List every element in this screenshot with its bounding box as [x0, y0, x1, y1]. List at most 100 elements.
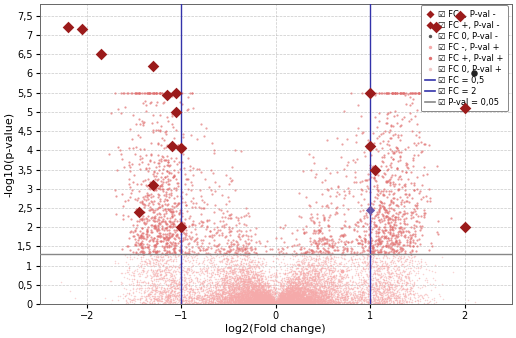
- Point: [367, 263, 375, 268]
- Point: [137, 295, 145, 300]
- Point: [284, 299, 292, 304]
- Point: [172, 93, 180, 99]
- Point: [236, 291, 244, 297]
- Point: [246, 296, 254, 302]
- Point: [268, 298, 276, 304]
- Point: [297, 270, 305, 276]
- Point: [300, 295, 308, 300]
- Point: [260, 298, 268, 303]
- Point: [249, 282, 257, 287]
- Point: [223, 262, 232, 267]
- Point: [210, 220, 218, 225]
- Point: [160, 273, 169, 278]
- Point: [313, 282, 321, 287]
- Point: [181, 276, 189, 281]
- Point: [299, 281, 307, 286]
- Point: [288, 251, 296, 257]
- Point: [214, 293, 222, 299]
- Point: [389, 299, 397, 305]
- Point: [215, 266, 223, 271]
- Point: [200, 297, 208, 302]
- Point: [406, 266, 414, 271]
- Point: [233, 283, 241, 288]
- Point: [242, 285, 250, 290]
- Point: [230, 294, 238, 300]
- Point: [374, 229, 382, 235]
- Point: [251, 297, 260, 303]
- Point: [280, 301, 288, 306]
- Point: [292, 297, 300, 303]
- Point: [237, 295, 245, 300]
- Point: [251, 299, 260, 305]
- Point: [164, 265, 172, 271]
- Point: [270, 300, 278, 306]
- Point: [226, 297, 234, 302]
- Point: [392, 262, 400, 268]
- Point: [142, 232, 150, 237]
- Point: [266, 301, 274, 307]
- Point: [263, 298, 271, 304]
- Point: [307, 301, 315, 306]
- Point: [211, 281, 219, 286]
- Point: [241, 277, 250, 282]
- Point: [283, 295, 291, 300]
- Point: [326, 279, 334, 284]
- Point: [278, 291, 286, 296]
- Point: [135, 273, 143, 278]
- Point: [272, 301, 280, 307]
- Point: [298, 299, 306, 305]
- Point: [214, 301, 222, 307]
- Point: [154, 276, 162, 282]
- Point: [302, 285, 311, 291]
- Point: [224, 296, 232, 302]
- Point: [248, 299, 256, 305]
- Point: [255, 272, 263, 277]
- Point: [281, 296, 289, 302]
- Point: [292, 292, 300, 297]
- Point: [246, 275, 254, 281]
- Point: [351, 272, 359, 277]
- Point: [128, 162, 136, 167]
- Point: [261, 298, 269, 303]
- Point: [293, 298, 301, 304]
- Point: [267, 273, 275, 278]
- Point: [231, 282, 239, 287]
- Point: [277, 297, 285, 302]
- Point: [174, 281, 183, 286]
- Point: [238, 265, 246, 270]
- Point: [326, 273, 334, 279]
- Point: [298, 289, 307, 294]
- Point: [271, 301, 279, 306]
- Point: [142, 90, 151, 95]
- Point: [249, 296, 257, 301]
- Point: [281, 295, 289, 301]
- Point: [300, 296, 309, 301]
- Point: [256, 295, 264, 300]
- Point: [144, 176, 152, 182]
- Point: [247, 291, 255, 297]
- Point: [383, 265, 391, 271]
- Point: [357, 281, 365, 286]
- Point: [376, 191, 384, 196]
- Point: [244, 297, 252, 302]
- Point: [271, 301, 279, 307]
- Point: [363, 281, 371, 286]
- Point: [311, 298, 319, 304]
- Point: [386, 219, 395, 224]
- Point: [390, 279, 398, 285]
- Point: [250, 289, 259, 295]
- Point: [297, 301, 305, 306]
- Point: [126, 296, 134, 301]
- Point: [241, 299, 249, 305]
- Point: [352, 293, 361, 298]
- Point: [222, 289, 230, 294]
- Point: [234, 293, 243, 298]
- Point: [276, 298, 284, 304]
- Point: [287, 299, 295, 304]
- Point: [265, 300, 273, 306]
- Point: [261, 299, 269, 304]
- Point: [302, 297, 310, 303]
- Point: [283, 297, 292, 303]
- Point: [336, 286, 345, 291]
- Point: [259, 294, 267, 299]
